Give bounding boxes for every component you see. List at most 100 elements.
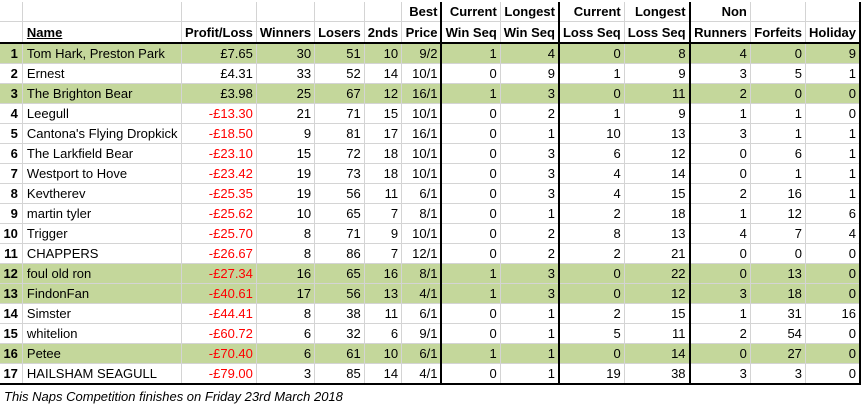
cell-forfeits: 7: [750, 223, 806, 244]
cell-holiday: 0: [805, 103, 861, 124]
cell-longest-loss-seq: 13: [624, 223, 691, 244]
cell-non-runners: 1: [688, 103, 751, 124]
header-seconds: 2nds: [364, 21, 403, 44]
cell-profit-loss: -£60.72: [181, 323, 257, 344]
cell-winners: 6: [256, 323, 316, 344]
cell-name: Tom Hark, Preston Park: [22, 43, 182, 64]
cell-holiday: 0: [805, 263, 861, 284]
cell-profit-loss: -£23.42: [181, 163, 257, 184]
cell-longest-loss-seq: 14: [624, 163, 691, 184]
cell-longest-win-seq: 1: [500, 303, 560, 324]
cell-name: Westport to Hove: [22, 163, 182, 184]
header-seconds: [364, 2, 403, 22]
cell-longest-win-seq: 1: [500, 323, 560, 344]
cell-best-price: 6/1: [401, 343, 442, 364]
cell-name: CHAPPERS: [22, 243, 182, 264]
cell-non-runners: 1: [688, 203, 751, 224]
header-non-runners: Runners: [688, 21, 751, 44]
header-best-price: Price: [401, 21, 442, 44]
cell-current-win-seq: 0: [440, 103, 501, 124]
cell-name: The Larkfield Bear: [22, 143, 182, 164]
cell-forfeits: 31: [750, 303, 806, 324]
cell-longest-win-seq: 3: [500, 163, 560, 184]
cell-current-loss-seq: 0: [557, 83, 625, 104]
table-row: 8 Kevtherev -£25.35 19 56 11 6/1 0 3 4 15 2 16 1: [0, 183, 861, 204]
header-row: Name Profit/Loss Winners Losers 2nds Price Win…: [0, 21, 861, 44]
cell-longest-loss-seq: 38: [624, 363, 691, 385]
cell-forfeits: 6: [750, 143, 806, 164]
cell-longest-win-seq: 2: [500, 103, 560, 124]
cell-current-loss-seq: 0: [557, 43, 625, 64]
table-row: 9 martin tyler -£25.62 10 65 7 8/1 0 1 2 18 1 12 6: [0, 203, 861, 224]
header-forfeits: Forfeits: [750, 21, 806, 44]
cell-forfeits: 18: [750, 283, 806, 304]
cell-losers: 86: [314, 243, 365, 264]
cell-current-win-seq: 0: [440, 183, 501, 204]
cell-forfeits: 54: [750, 323, 806, 344]
cell-name: FindonFan: [22, 283, 182, 304]
cell-current-loss-seq: 19: [557, 363, 625, 385]
cell-rank: 14: [0, 303, 23, 324]
cell-current-win-seq: 0: [440, 163, 501, 184]
cell-current-win-seq: 0: [440, 223, 501, 244]
table-row: 17 HAILSHAM SEAGULL -£79.00 3 85 14 4/1 0 1 19 38 3…: [0, 363, 861, 385]
header-longest-win-seq: Longest: [500, 2, 560, 22]
cell-longest-win-seq: 1: [500, 203, 560, 224]
cell-non-runners: 3: [688, 63, 751, 84]
cell-seconds: 11: [364, 183, 403, 204]
cell-profit-loss: £3.98: [181, 83, 257, 104]
cell-non-runners: 0: [688, 243, 751, 264]
cell-best-price: 4/1: [401, 363, 442, 385]
header-name: [22, 2, 182, 22]
cell-forfeits: 27: [750, 343, 806, 364]
cell-forfeits: 1: [750, 123, 806, 144]
cell-profit-loss: -£26.67: [181, 243, 257, 264]
cell-name: The Brighton Bear: [22, 83, 182, 104]
cell-holiday: 16: [805, 303, 861, 324]
cell-holiday: 4: [805, 223, 861, 244]
cell-holiday: 0: [805, 283, 861, 304]
cell-losers: 38: [314, 303, 365, 324]
cell-name: HAILSHAM SEAGULL: [22, 363, 182, 385]
cell-best-price: 9/2: [401, 43, 442, 64]
table-row: 12 foul old ron -£27.34 16 65 16 8/1 1 3 0 22 0 13 0: [0, 263, 861, 284]
cell-seconds: 10: [364, 43, 403, 64]
cell-name: foul old ron: [22, 263, 182, 284]
cell-rank: 15: [0, 323, 23, 344]
cell-winners: 8: [256, 223, 316, 244]
cell-forfeits: 12: [750, 203, 806, 224]
cell-holiday: 1: [805, 163, 861, 184]
cell-rank: 4: [0, 103, 23, 124]
header-best-price: Best: [401, 2, 442, 22]
cell-longest-loss-seq: 8: [624, 43, 691, 64]
cell-current-win-seq: 1: [440, 83, 501, 104]
cell-current-loss-seq: 1: [557, 63, 625, 84]
header-profit-loss: [181, 2, 257, 22]
cell-current-win-seq: 0: [440, 363, 501, 385]
header-rank: [0, 21, 23, 44]
cell-seconds: 16: [364, 263, 403, 284]
header-row: Best Current Longest Current Longest Non: [0, 2, 861, 22]
cell-winners: 9: [256, 123, 316, 144]
cell-losers: 56: [314, 283, 365, 304]
cell-longest-win-seq: 4: [500, 43, 560, 64]
cell-name: Trigger: [22, 223, 182, 244]
table-row: 14 Simster -£44.41 8 38 11 6/1 0 1 2 15 1 31 16: [0, 303, 861, 324]
cell-seconds: 6: [364, 323, 403, 344]
cell-rank: 1: [0, 43, 23, 64]
cell-holiday: 0: [805, 343, 861, 364]
cell-winners: 19: [256, 163, 316, 184]
cell-longest-win-seq: 3: [500, 143, 560, 164]
header-current-loss-seq: Current: [557, 2, 625, 22]
cell-profit-loss: -£13.30: [181, 103, 257, 124]
cell-longest-loss-seq: 13: [624, 123, 691, 144]
cell-longest-loss-seq: 11: [624, 323, 691, 344]
cell-longest-win-seq: 2: [500, 243, 560, 264]
cell-profit-loss: £4.31: [181, 63, 257, 84]
cell-longest-loss-seq: 9: [624, 63, 691, 84]
cell-current-loss-seq: 2: [557, 243, 625, 264]
cell-best-price: 4/1: [401, 283, 442, 304]
cell-non-runners: 3: [688, 363, 751, 385]
cell-seconds: 12: [364, 83, 403, 104]
